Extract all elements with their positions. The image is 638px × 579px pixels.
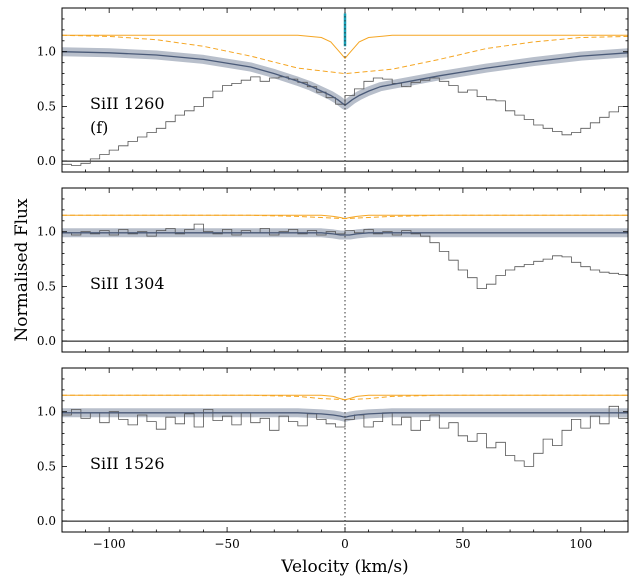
panel-ion-label: SiII 1304 — [90, 274, 165, 293]
x-tick-label: 50 — [455, 537, 470, 551]
panel-plot-area — [62, 368, 628, 532]
y-tick-label: 1.0 — [37, 405, 56, 419]
panel-3: 0.0 0.5 1.0 SiII 1526 −100 −50 0 50 100 — [37, 367, 629, 551]
panel-1: 0.0 0.5 1.0 SiII 1260 (f) — [37, 7, 629, 173]
component-profile-dashed — [62, 394, 628, 401]
component-profile-dashed — [62, 214, 628, 220]
y-axis-title: Normalised Flux — [12, 198, 32, 342]
observed-flux-histogram — [62, 76, 628, 166]
x-tick-label: −50 — [214, 537, 239, 551]
y-tick-label: 0.5 — [37, 99, 56, 113]
x-tick-label: −100 — [93, 537, 126, 551]
y-tick-label: 1.0 — [37, 225, 56, 239]
observed-flux-histogram — [62, 405, 628, 467]
y-tick-label: 0.0 — [37, 154, 56, 168]
y-tick-label: 0.5 — [37, 459, 56, 473]
panel-2: 0.0 0.5 1.0 SiII 1304 — [37, 187, 629, 353]
y-tick-label: 0.0 — [37, 514, 56, 528]
y-tick-label: 0.5 — [37, 279, 56, 293]
y-tick-label: 1.0 — [37, 45, 56, 59]
panel-ion-label: SiII 1526 — [90, 454, 165, 473]
component-profile-solid — [62, 34, 628, 60]
model-profile-line — [62, 232, 628, 236]
panel-ion-label: SiII 1260 — [90, 94, 165, 113]
x-axis-title: Velocity (km/s) — [280, 557, 408, 577]
panel-sublabel: (f) — [90, 118, 108, 137]
x-tick-label: 100 — [569, 537, 592, 551]
y-tick-label: 0.0 — [37, 334, 56, 348]
x-tick-label: 0 — [341, 537, 349, 551]
panel-plot-area — [62, 188, 628, 352]
panel-plot-area — [62, 8, 628, 172]
